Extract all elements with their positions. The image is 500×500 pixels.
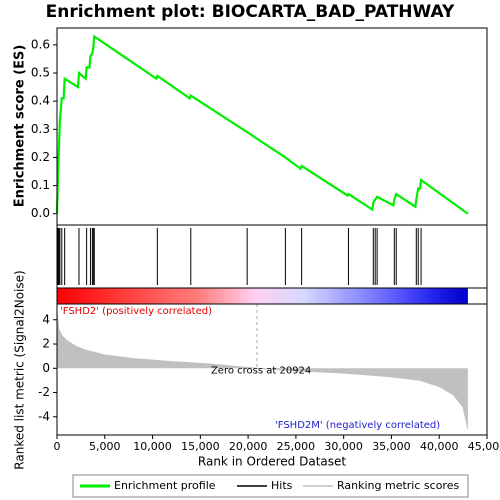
y-tick-label: 4 (42, 312, 50, 326)
enrichment-line (55, 34, 469, 215)
y-tick-label: 0.5 (31, 66, 50, 80)
y-tick-label: 0.0 (31, 206, 50, 220)
chart-title: Enrichment plot: BIOCARTA_BAD_PATHWAY (46, 2, 455, 22)
x-tick-label: 0 (54, 440, 61, 453)
y-tick-label: 0.6 (31, 37, 50, 51)
zero-cross-label: Zero cross at 20924 (211, 365, 311, 376)
metric-area-fill (57, 312, 468, 429)
y-axis-label: Enrichment score (ES) (13, 45, 28, 208)
y-tick-label: 0 (42, 361, 50, 375)
legend (72, 474, 469, 498)
x-tick-label: 25,000 (277, 440, 316, 453)
legend-label: Enrichment profile (114, 479, 216, 492)
legend-label: Hits (271, 479, 293, 492)
x-tick-label: 10,000 (133, 440, 172, 453)
x-axis-label: Rank in Ordered Dataset (198, 455, 346, 469)
rank-color-bar (57, 288, 468, 304)
y-tick-label: 0.4 (31, 94, 50, 108)
y-tick-label: 2 (42, 337, 50, 351)
x-tick-label: 5,000 (89, 440, 121, 453)
x-tick-label: 20,000 (229, 440, 268, 453)
x-tick-label: 45,000 (468, 440, 500, 453)
annotation: 'FSHD2' (positively correlated) (60, 306, 212, 317)
x-tick-label: 30,000 (324, 440, 363, 453)
y-tick-label: 0.3 (31, 122, 50, 136)
y-tick-label: 0.1 (31, 178, 50, 192)
x-tick-label: 40,000 (420, 440, 459, 453)
panel-frame (56, 303, 488, 436)
panel-frame (56, 27, 488, 226)
y-tick-label: -4 (38, 409, 50, 423)
panel-frame (56, 224, 488, 289)
y-tick-label: -2 (38, 385, 50, 399)
metric-line (56, 312, 469, 430)
y-axis-label: Ranked list metric (Signal2Noise) (13, 270, 27, 469)
x-tick-label: 15,000 (181, 440, 220, 453)
legend-label: Ranking metric scores (337, 479, 459, 492)
y-tick-label: 0.2 (31, 150, 50, 164)
x-tick-label: 35,000 (372, 440, 411, 453)
annotation: 'FSHD2M' (negatively correlated) (275, 420, 440, 431)
